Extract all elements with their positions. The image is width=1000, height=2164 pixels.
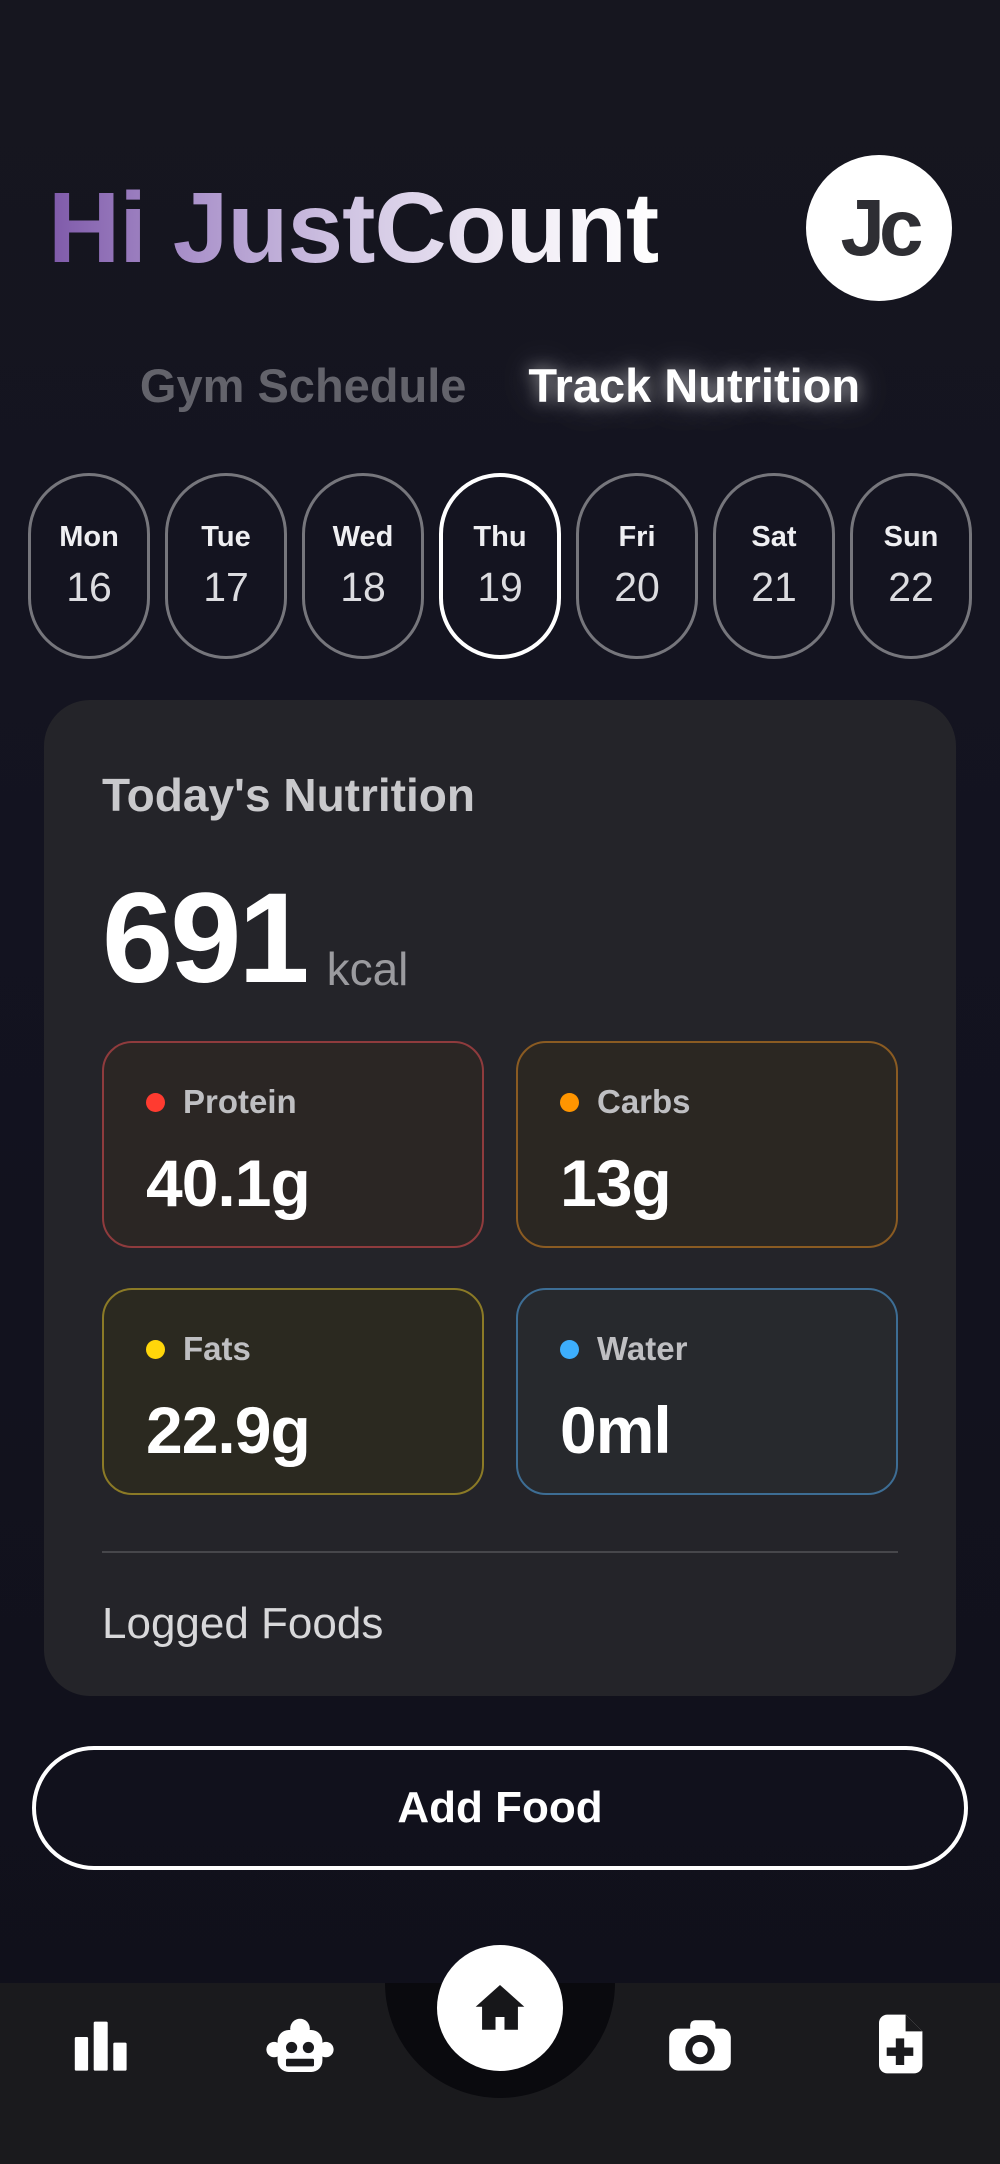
- macro-label: Water: [597, 1330, 688, 1368]
- avatar-initials: Jc: [840, 183, 924, 272]
- macro-value: 40.1g: [146, 1146, 311, 1221]
- day-name: Wed: [332, 521, 394, 553]
- macro-head: Protein: [146, 1083, 440, 1121]
- day-date: 22: [888, 564, 934, 610]
- macro-box-fats[interactable]: Fats 22.9g: [102, 1288, 484, 1496]
- macro-head: Water: [560, 1330, 854, 1368]
- calories-unit: kcal: [326, 943, 409, 996]
- macro-label: Protein: [183, 1083, 297, 1121]
- day-pill-tue[interactable]: Tue 17: [165, 473, 287, 659]
- macro-head: Carbs: [560, 1083, 854, 1121]
- calories-summary: 691 kcal: [102, 867, 898, 1010]
- macro-box-carbs[interactable]: Carbs 13g: [516, 1041, 898, 1249]
- day-date: 21: [751, 564, 797, 610]
- macro-value: 22.9g: [146, 1393, 311, 1468]
- macro-head: Fats: [146, 1330, 440, 1368]
- day-name: Thu: [473, 521, 527, 553]
- macro-box-water[interactable]: Water 0ml: [516, 1288, 898, 1496]
- file-plus-icon: [879, 2014, 923, 2074]
- tab-bar: Gym Schedule Track Nutrition: [0, 358, 1000, 413]
- day-date: 17: [203, 564, 249, 610]
- add-food-button[interactable]: Add Food: [32, 1746, 968, 1870]
- day-date: 18: [340, 564, 386, 610]
- day-name: Sun: [883, 521, 939, 553]
- day-date: 16: [66, 564, 112, 610]
- header: Hi JustCount Jc: [48, 152, 952, 304]
- robot-icon: [266, 2018, 334, 2072]
- nav-items: [0, 2009, 1000, 2079]
- avatar[interactable]: Jc: [806, 155, 952, 301]
- card-title: Today's Nutrition: [102, 769, 475, 821]
- nav-item-camera[interactable]: [600, 2009, 800, 2079]
- macro-box-protein[interactable]: Protein 40.1g: [102, 1041, 484, 1249]
- logged-foods-title: Logged Foods: [102, 1599, 384, 1649]
- calories-value: 691: [102, 867, 310, 1010]
- day-date: 19: [477, 564, 523, 610]
- week-day-selector: Mon 16 Tue 17 Wed 18 Thu 19 Fri 20 Sat 2…: [28, 473, 972, 659]
- nutrition-card: Today's Nutrition 691 kcal Protein 40.1g…: [44, 700, 956, 1696]
- day-pill-mon[interactable]: Mon 16: [28, 473, 150, 659]
- home-button[interactable]: [437, 1945, 563, 2071]
- day-date: 20: [614, 564, 660, 610]
- nav-item-add-file[interactable]: [800, 2009, 1000, 2079]
- bar-chart-icon: [74, 2021, 127, 2071]
- fats-dot-icon: [146, 1339, 165, 1359]
- macro-label: Fats: [183, 1330, 251, 1368]
- day-pill-thu-selected[interactable]: Thu 19: [439, 473, 561, 659]
- day-pill-sat[interactable]: Sat 21: [713, 473, 835, 659]
- day-pill-sun[interactable]: Sun 22: [850, 473, 972, 659]
- day-pill-wed[interactable]: Wed 18: [302, 473, 424, 659]
- protein-dot-icon: [146, 1092, 165, 1112]
- day-name: Fri: [618, 521, 656, 553]
- divider: [102, 1551, 898, 1554]
- tab-track-nutrition[interactable]: Track Nutrition: [528, 359, 861, 412]
- day-name: Sat: [751, 521, 797, 553]
- home-icon: [475, 1984, 525, 2030]
- tab-gym-schedule[interactable]: Gym Schedule: [139, 359, 467, 412]
- day-name: Tue: [201, 521, 251, 553]
- greeting-title: Hi JustCount: [48, 172, 659, 284]
- nav-item-stats[interactable]: [0, 2009, 200, 2079]
- macro-value: 13g: [560, 1146, 672, 1221]
- water-dot-icon: [560, 1339, 579, 1359]
- day-name: Mon: [59, 521, 119, 553]
- macro-grid: Protein 40.1g Carbs 13g Fats 22.9g: [102, 1041, 898, 1496]
- macro-value: 0ml: [560, 1393, 672, 1468]
- macro-label: Carbs: [597, 1083, 691, 1121]
- carbs-dot-icon: [560, 1092, 579, 1112]
- camera-icon: [669, 2020, 731, 2071]
- day-pill-fri[interactable]: Fri 20: [576, 473, 698, 659]
- nav-item-ai-bot[interactable]: [200, 2009, 400, 2079]
